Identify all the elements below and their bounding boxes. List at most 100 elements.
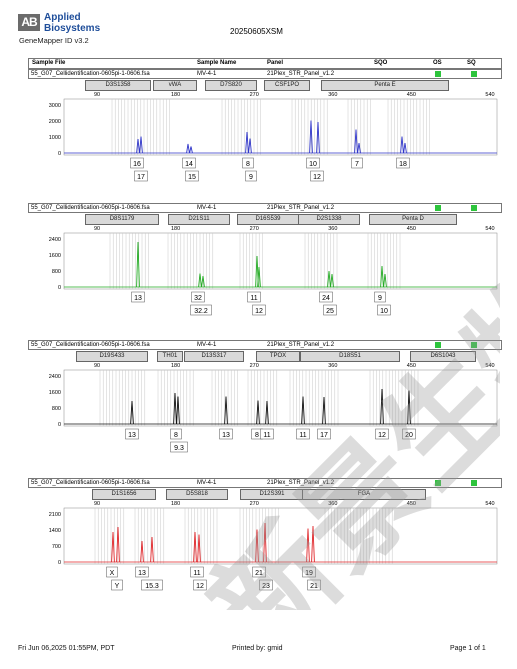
trace-peak[interactable]	[301, 396, 305, 425]
trace-peak[interactable]	[306, 528, 310, 563]
trace-peak[interactable]	[197, 534, 201, 563]
allele-call-label[interactable]: 16	[130, 157, 144, 169]
trace-peak[interactable]	[139, 136, 143, 154]
allele-call-label[interactable]: 12	[375, 428, 389, 440]
trace-peak[interactable]	[403, 142, 407, 154]
marker-fga[interactable]: FGA	[302, 489, 426, 500]
trace-peak[interactable]	[380, 265, 384, 288]
marker-d12s391[interactable]: D12S391	[240, 489, 304, 500]
trace-peak[interactable]	[193, 531, 197, 563]
marker-tpox[interactable]: TPOX	[256, 351, 300, 362]
trace-peak[interactable]	[380, 388, 384, 425]
allele-call-label[interactable]: 11	[247, 291, 261, 303]
trace-peak[interactable]	[327, 270, 331, 288]
x-tick-label: 270	[250, 501, 259, 507]
allele-call-label[interactable]: 14	[182, 157, 196, 169]
trace-peak[interactable]	[201, 275, 205, 288]
marker-d13s317[interactable]: D13S317	[184, 351, 244, 362]
trace-peak[interactable]	[198, 273, 202, 288]
marker-penta-d[interactable]: Penta D	[369, 214, 457, 225]
marker-d6s1043[interactable]: D6S1043	[410, 351, 476, 362]
allele-call-label[interactable]: 11	[260, 428, 274, 440]
trace-peak[interactable]	[257, 266, 261, 288]
trace-peak[interactable]	[309, 120, 313, 154]
allele-call-label[interactable]: 18	[396, 157, 410, 169]
trace-peak[interactable]	[330, 273, 334, 288]
allele-call-label[interactable]: 13	[135, 566, 149, 578]
trace-peak[interactable]	[316, 121, 320, 154]
trace-peak[interactable]	[357, 142, 361, 154]
marker-d2s1338[interactable]: D2S1338	[298, 214, 360, 225]
allele-call-label[interactable]: 11	[296, 428, 310, 440]
trace-peak[interactable]	[111, 531, 115, 563]
trace-peak[interactable]	[140, 540, 144, 563]
marker-d19s433[interactable]: D19S433	[76, 351, 148, 362]
trace-peak[interactable]	[407, 390, 411, 425]
allele-call-label[interactable]: 32	[191, 291, 205, 303]
trace-peak[interactable]	[116, 526, 120, 563]
y-tick-label: 3000	[49, 103, 61, 109]
allele-call-label[interactable]: 13	[131, 291, 145, 303]
allele-call-label[interactable]: 13	[125, 428, 139, 440]
marker-penta-e[interactable]: Penta E	[321, 80, 449, 91]
trace-peak[interactable]	[322, 396, 326, 425]
marker-th01[interactable]: TH01	[157, 351, 183, 362]
trace-peak[interactable]	[383, 273, 387, 288]
trace-peak[interactable]	[248, 138, 252, 154]
marker-csf1po[interactable]: CSF1PO	[264, 80, 310, 91]
allele-call-label[interactable]: 25	[323, 304, 337, 316]
allele-call-label[interactable]: 15	[185, 170, 199, 182]
allele-call-label[interactable]: 21	[307, 579, 321, 591]
allele-call-label[interactable]: 12	[193, 579, 207, 591]
trace-peak[interactable]	[256, 400, 260, 425]
allele-call-label[interactable]: 15.3	[141, 579, 163, 591]
trace-peak[interactable]	[189, 146, 193, 154]
trace-peak[interactable]	[130, 400, 134, 425]
allele-call-label[interactable]: 12	[310, 170, 324, 182]
allele-call-label[interactable]: 13	[219, 428, 233, 440]
trace-peak[interactable]	[265, 400, 269, 425]
allele-call-label[interactable]: 9	[374, 291, 386, 303]
marker-d1s1656[interactable]: D1S1656	[92, 489, 156, 500]
trace-peak[interactable]	[224, 396, 228, 425]
allele-call-label[interactable]: Y	[111, 579, 123, 591]
marker-d18s51[interactable]: D18S51	[300, 351, 400, 362]
marker-d7s820[interactable]: D7S820	[205, 80, 257, 91]
trace-peak[interactable]	[176, 396, 180, 425]
allele-call-label[interactable]: X	[106, 566, 118, 578]
allele-call-label[interactable]: 8	[170, 428, 182, 440]
allele-call-label[interactable]: 19	[302, 566, 316, 578]
trace-peak[interactable]	[263, 522, 267, 563]
allele-call-label[interactable]: 23	[259, 579, 273, 591]
allele-call-label[interactable]: 17	[317, 428, 331, 440]
allele-call-label[interactable]: 21	[252, 566, 266, 578]
allele-call-label[interactable]: 32.2	[190, 304, 212, 316]
trace-peak[interactable]	[186, 143, 190, 154]
trace-peak[interactable]	[150, 536, 154, 563]
allele-call-label[interactable]: 9.3	[170, 441, 188, 453]
allele-call-label[interactable]: 10	[377, 304, 391, 316]
allele-call-label[interactable]: 20	[402, 428, 416, 440]
trace-peak[interactable]	[136, 138, 140, 154]
trace-peak[interactable]	[255, 529, 259, 563]
marker-d3s1358[interactable]: D3S1358	[85, 80, 151, 91]
allele-call-label[interactable]: 7	[351, 157, 363, 169]
allele-call-label[interactable]: 10	[306, 157, 320, 169]
allele-call-label[interactable]: 17	[134, 170, 148, 182]
trace-peak[interactable]	[173, 392, 177, 425]
trace-peak[interactable]	[311, 525, 315, 563]
allele-call-label[interactable]: 24	[319, 291, 333, 303]
allele-call-label[interactable]: 8	[242, 157, 254, 169]
marker-d21s11[interactable]: D21S11	[168, 214, 230, 225]
allele-call-label[interactable]: 9	[245, 170, 257, 182]
marker-vwa[interactable]: vWA	[153, 80, 197, 91]
marker-d8s1179[interactable]: D8S1179	[85, 214, 159, 225]
allele-call-label[interactable]: 11	[190, 566, 204, 578]
trace-peak[interactable]	[136, 241, 140, 288]
marker-d16s539[interactable]: D16S539	[237, 214, 299, 225]
marker-d5s818[interactable]: D5S818	[166, 489, 228, 500]
trace-peak[interactable]	[245, 131, 249, 154]
allele-call-label[interactable]: 12	[252, 304, 266, 316]
trace-peak[interactable]	[354, 129, 358, 154]
trace-peak[interactable]	[400, 136, 404, 154]
